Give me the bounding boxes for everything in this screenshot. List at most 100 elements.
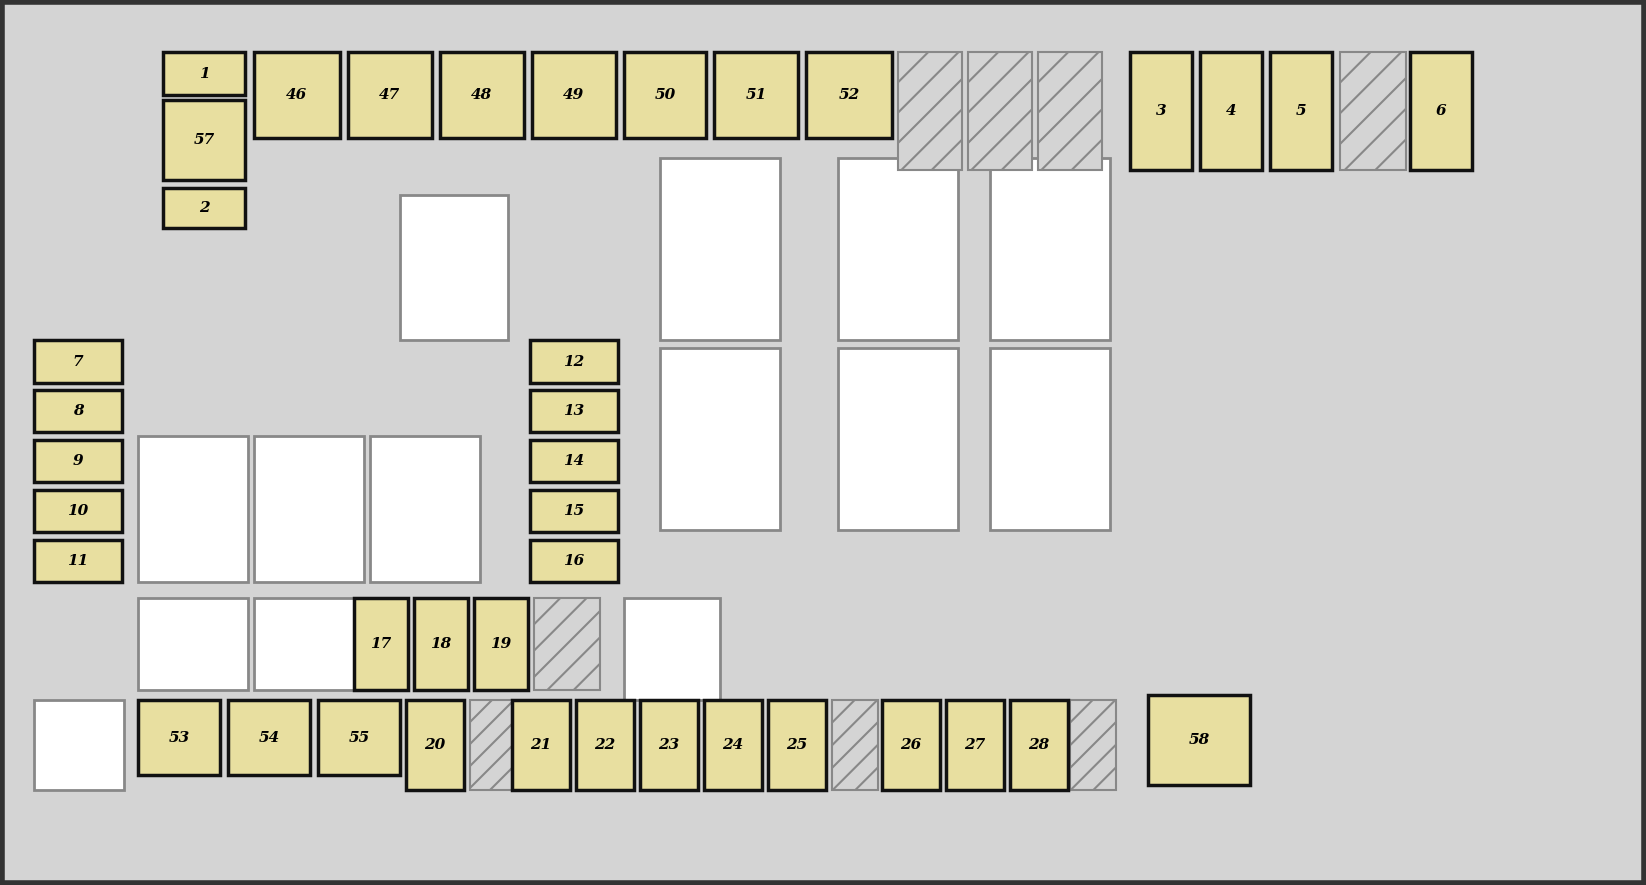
Bar bbox=[946, 700, 1004, 790]
Bar bbox=[163, 188, 245, 228]
Bar bbox=[354, 598, 408, 690]
Bar bbox=[35, 340, 122, 383]
Text: 48: 48 bbox=[471, 88, 492, 102]
Bar bbox=[1340, 52, 1406, 170]
Text: 5: 5 bbox=[1295, 104, 1307, 118]
Text: 19: 19 bbox=[491, 637, 512, 651]
Text: 11: 11 bbox=[67, 554, 89, 568]
Bar bbox=[1131, 52, 1192, 170]
Bar bbox=[899, 52, 961, 170]
Text: 13: 13 bbox=[563, 404, 584, 418]
Text: 9: 9 bbox=[72, 454, 84, 468]
Bar bbox=[229, 700, 309, 775]
Text: 57: 57 bbox=[193, 133, 214, 147]
Bar bbox=[576, 700, 634, 790]
Bar bbox=[1039, 52, 1103, 170]
Bar bbox=[253, 436, 364, 582]
Bar bbox=[253, 52, 341, 138]
Bar bbox=[660, 158, 780, 340]
Bar bbox=[624, 52, 706, 138]
Bar bbox=[807, 52, 892, 138]
Text: 52: 52 bbox=[838, 88, 859, 102]
Bar bbox=[1411, 52, 1472, 170]
Bar bbox=[35, 700, 123, 790]
Bar bbox=[989, 158, 1109, 340]
Text: 20: 20 bbox=[425, 738, 446, 752]
Text: 49: 49 bbox=[563, 88, 584, 102]
Text: 17: 17 bbox=[370, 637, 392, 651]
Bar bbox=[530, 540, 617, 582]
Bar bbox=[138, 700, 221, 775]
Text: 47: 47 bbox=[379, 88, 400, 102]
Text: 12: 12 bbox=[563, 355, 584, 368]
Text: 7: 7 bbox=[72, 355, 84, 368]
Text: 46: 46 bbox=[286, 88, 308, 102]
Bar bbox=[163, 100, 245, 180]
Bar bbox=[660, 348, 780, 530]
Bar bbox=[318, 700, 400, 775]
Bar bbox=[474, 598, 528, 690]
Text: 25: 25 bbox=[787, 738, 808, 752]
Text: 18: 18 bbox=[430, 637, 451, 651]
Bar bbox=[838, 158, 958, 340]
Bar bbox=[882, 700, 940, 790]
Text: 16: 16 bbox=[563, 554, 584, 568]
Bar bbox=[530, 390, 617, 432]
Text: 54: 54 bbox=[258, 730, 280, 744]
Text: 50: 50 bbox=[655, 88, 675, 102]
Bar bbox=[35, 390, 122, 432]
Text: 8: 8 bbox=[72, 404, 84, 418]
Text: 1: 1 bbox=[199, 66, 209, 81]
Bar bbox=[512, 700, 570, 790]
Text: 26: 26 bbox=[900, 738, 922, 752]
Bar bbox=[704, 700, 762, 790]
Bar bbox=[138, 598, 249, 690]
Bar bbox=[989, 348, 1109, 530]
Text: 28: 28 bbox=[1029, 738, 1050, 752]
Text: 21: 21 bbox=[530, 738, 551, 752]
Bar bbox=[439, 52, 523, 138]
Text: 6: 6 bbox=[1435, 104, 1447, 118]
Text: 23: 23 bbox=[658, 738, 680, 752]
Bar bbox=[533, 598, 601, 690]
Bar bbox=[1011, 700, 1068, 790]
Bar bbox=[968, 52, 1032, 170]
Bar bbox=[1271, 52, 1332, 170]
Bar bbox=[769, 700, 826, 790]
Bar bbox=[471, 700, 512, 790]
Bar bbox=[624, 598, 719, 700]
Text: 51: 51 bbox=[746, 88, 767, 102]
Bar bbox=[838, 348, 958, 530]
Text: 2: 2 bbox=[199, 201, 209, 215]
Bar bbox=[1147, 695, 1249, 785]
Bar bbox=[415, 598, 467, 690]
Bar bbox=[35, 490, 122, 532]
Bar bbox=[253, 598, 364, 690]
Bar bbox=[1200, 52, 1262, 170]
Text: 55: 55 bbox=[349, 730, 370, 744]
Text: 58: 58 bbox=[1188, 733, 1210, 747]
Bar bbox=[530, 490, 617, 532]
Text: 24: 24 bbox=[723, 738, 744, 752]
Bar bbox=[831, 700, 877, 790]
Bar bbox=[400, 195, 509, 340]
Bar bbox=[163, 52, 245, 95]
Bar bbox=[1070, 700, 1116, 790]
Bar bbox=[138, 436, 249, 582]
Text: 3: 3 bbox=[1155, 104, 1167, 118]
Bar bbox=[640, 700, 698, 790]
Text: 14: 14 bbox=[563, 454, 584, 468]
Text: 53: 53 bbox=[168, 730, 189, 744]
Bar bbox=[714, 52, 798, 138]
Text: 27: 27 bbox=[965, 738, 986, 752]
Bar bbox=[407, 700, 464, 790]
Bar bbox=[35, 540, 122, 582]
Text: 10: 10 bbox=[67, 504, 89, 518]
Text: 15: 15 bbox=[563, 504, 584, 518]
Bar bbox=[532, 52, 616, 138]
Bar bbox=[370, 436, 481, 582]
Bar bbox=[35, 440, 122, 482]
Bar bbox=[530, 440, 617, 482]
Text: 22: 22 bbox=[594, 738, 616, 752]
Bar bbox=[530, 340, 617, 383]
